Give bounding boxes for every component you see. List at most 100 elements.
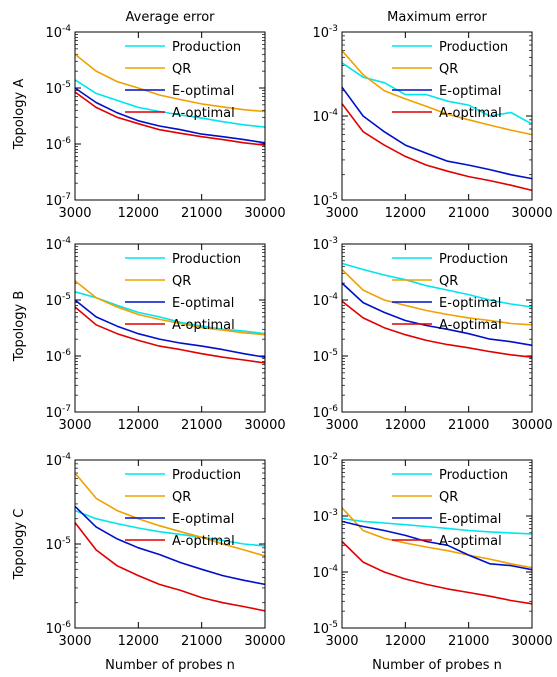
y-tick-exponent: -5 (329, 348, 338, 358)
row-label-a: Topology A (12, 79, 27, 151)
x-axis-label-left: Number of probes n (105, 658, 235, 673)
y-tick-exponent: -2 (329, 452, 338, 462)
plot-frame (74, 243, 266, 413)
col-title-average: Average error (126, 10, 216, 25)
row-label-b: Topology B (12, 291, 27, 362)
y-tick-exponent: -5 (62, 292, 71, 302)
x-tick-label: 12000 (118, 206, 159, 221)
x-tick-label: 12000 (118, 418, 159, 433)
x-tick-label: 21000 (181, 634, 222, 649)
y-tick-exponent: -7 (62, 404, 71, 414)
legend-label: QR (439, 490, 458, 505)
col-title-maximum: Maximum error (387, 10, 487, 25)
y-tick-exponent: -7 (62, 192, 71, 202)
legend-label: E-optimal (439, 512, 501, 527)
y-tick-exponent: -4 (62, 452, 71, 462)
y-tick-label: 10-5 (45, 536, 71, 553)
plot-frame (341, 459, 533, 629)
y-tick-label: 10-5 (312, 348, 338, 365)
series-line-qr (74, 472, 266, 557)
y-tick-exponent: -3 (329, 236, 338, 246)
legend-label: Production (172, 252, 241, 267)
legend-label: A-optimal (172, 318, 235, 333)
x-tick-label: 21000 (181, 418, 222, 433)
y-tick-exponent: -4 (62, 24, 71, 34)
series-line-a-optimal (341, 540, 533, 605)
x-tick-label: 12000 (385, 418, 426, 433)
x-tick-label: 21000 (448, 634, 489, 649)
y-tick-exponent: -6 (62, 348, 71, 358)
series-line-production (74, 79, 266, 128)
series-line-production (341, 517, 533, 535)
y-tick-label: 10-3 (312, 236, 338, 253)
x-tick-label: 3000 (58, 206, 91, 221)
x-tick-label: 12000 (385, 206, 426, 221)
legend-label: Production (439, 40, 508, 55)
legend-label: QR (172, 490, 191, 505)
legend-label: Production (172, 40, 241, 55)
y-tick-label: 10-3 (312, 508, 338, 525)
y-tick-exponent: -3 (329, 24, 338, 34)
series-line-a-optimal (74, 91, 266, 146)
series-line-e-optimal (74, 299, 266, 358)
legend-label: QR (439, 62, 458, 77)
x-tick-label: 3000 (58, 634, 91, 649)
series-line-production (341, 62, 533, 125)
x-tick-label: 3000 (325, 634, 358, 649)
legend-label: Production (439, 252, 508, 267)
y-tick-label: 10-4 (45, 236, 71, 253)
series-line-e-optimal (74, 505, 266, 586)
series-line-qr (74, 280, 266, 336)
x-tick-label: 3000 (58, 418, 91, 433)
x-tick-label: 21000 (448, 418, 489, 433)
x-tick-label: 3000 (325, 418, 358, 433)
legend-label: Production (439, 468, 508, 483)
legend-label: Production (172, 468, 241, 483)
y-tick-label: 10-5 (45, 80, 71, 97)
legend-label: QR (172, 274, 191, 289)
legend-label: E-optimal (172, 296, 234, 311)
series-line-a-optimal (74, 522, 266, 612)
x-tick-label: 12000 (118, 634, 159, 649)
y-tick-exponent: -5 (329, 192, 338, 202)
series-line-e-optimal (341, 282, 533, 347)
x-tick-label: 3000 (325, 206, 358, 221)
plot-frame (341, 243, 533, 413)
series-line-a-optimal (341, 103, 533, 192)
y-tick-label: 10-4 (312, 292, 338, 309)
y-tick-exponent: -3 (329, 508, 338, 518)
y-tick-exponent: -5 (62, 80, 71, 90)
legend-label: A-optimal (439, 534, 502, 549)
legend-label: E-optimal (172, 512, 234, 527)
legend-label: QR (172, 62, 191, 77)
x-tick-label: 21000 (448, 206, 489, 221)
x-axis-label-right: Number of probes n (372, 658, 502, 673)
y-tick-label: 10-5 (45, 292, 71, 309)
x-tick-label: 30000 (244, 418, 285, 433)
x-tick-label: 30000 (244, 634, 285, 649)
y-tick-exponent: -6 (62, 136, 71, 146)
x-tick-label: 30000 (511, 634, 552, 649)
series-line-production (74, 509, 266, 547)
legend-label: E-optimal (439, 84, 501, 99)
legend-label: E-optimal (172, 84, 234, 99)
series-line-e-optimal (74, 87, 266, 144)
x-tick-label: 30000 (244, 206, 285, 221)
series-line-qr (341, 268, 533, 326)
legend-label: QR (439, 274, 458, 289)
series-line-production (341, 262, 533, 308)
series-line-qr (74, 53, 266, 113)
y-tick-label: 10-4 (312, 108, 338, 125)
y-tick-exponent: -4 (329, 108, 338, 118)
legend-label: A-optimal (439, 106, 502, 121)
y-tick-exponent: -6 (329, 404, 338, 414)
legend-label: A-optimal (172, 534, 235, 549)
y-tick-exponent: -5 (62, 536, 71, 546)
series-line-e-optimal (341, 520, 533, 571)
